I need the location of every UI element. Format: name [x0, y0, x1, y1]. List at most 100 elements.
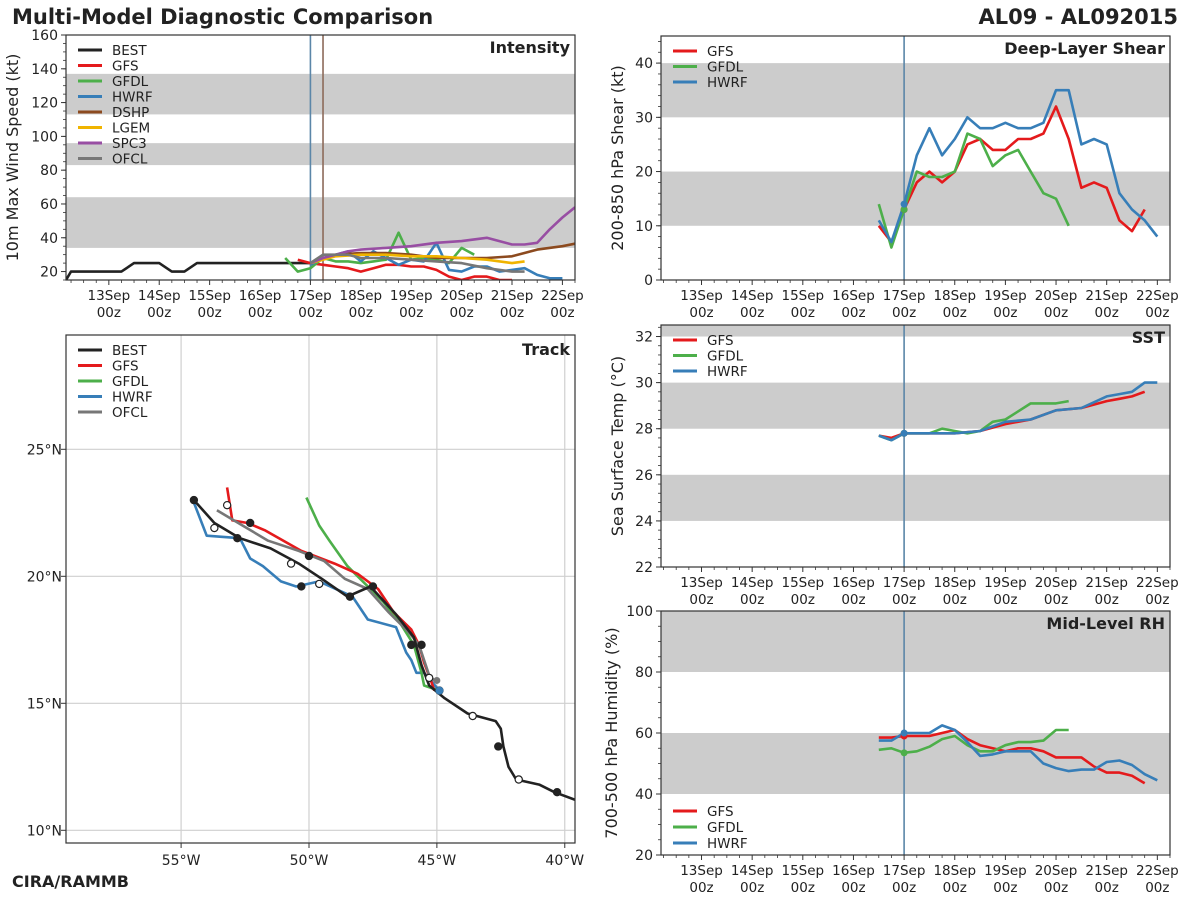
legend-label-hwrf: HWRF: [112, 390, 153, 406]
x-tick-label-day: 16Sep: [832, 575, 875, 591]
track-plot-area: [66, 335, 575, 843]
y-tick-label: 140: [31, 62, 58, 78]
x-tick-label-hour: 00z: [943, 880, 967, 896]
x-tick-label-day: 22Sep: [1136, 288, 1179, 304]
x-tick-label-hour: 00z: [1145, 305, 1169, 321]
best-track-point: [233, 534, 242, 543]
x-tick-label-hour: 00z: [841, 880, 865, 896]
x-tick-label-hour: 00z: [147, 305, 171, 321]
y-tick-label: 0: [644, 273, 653, 289]
x-tick-label-hour: 00z: [841, 592, 865, 608]
y-tick-label: 20°N: [27, 569, 62, 585]
best-track-point: [286, 559, 296, 568]
y-tick-label: 28: [635, 422, 653, 438]
intensity-panel: 2040608010012014016013Sep00z14Sep00z15Se…: [3, 28, 584, 321]
legend-label-lgem: LGEM: [112, 121, 150, 137]
x-tick-label-hour: 00z: [791, 305, 815, 321]
x-tick-label-day: 14Sep: [731, 575, 774, 591]
track-line-gfdl: [305, 497, 440, 692]
best-track-point: [468, 711, 477, 721]
x-tick-label-day: 18Sep: [933, 288, 976, 304]
y-tick-label: 22: [635, 560, 653, 576]
y-tick-label: 100: [31, 129, 58, 145]
best-track-point: [189, 495, 199, 505]
panel-title: Mid-Level RH: [1046, 614, 1165, 633]
legend-label-gfs: GFS: [707, 44, 734, 60]
x-tick-label-day: 15Sep: [781, 863, 824, 879]
series-group: [66, 206, 575, 280]
legend-label-hwrf: HWRF: [112, 90, 153, 106]
x-tick-label-day: 17Sep: [883, 575, 926, 591]
x-tick-label-day: 19Sep: [984, 288, 1027, 304]
panel-title: Intensity: [490, 38, 571, 57]
x-tick-label-hour: 00z: [943, 592, 967, 608]
y-tick-label: 100: [626, 604, 653, 620]
track-line-ofcl: [216, 509, 438, 684]
series-line-hwrf: [878, 381, 1158, 442]
y-tick-label: 26: [635, 468, 653, 484]
x-tick-label-day: 19Sep: [390, 288, 433, 304]
y-tick-label: 20: [635, 848, 653, 864]
x-tick-label-day: 22Sep: [1136, 575, 1179, 591]
y-tick-label: 160: [31, 28, 58, 44]
legend-label-best: BEST: [112, 43, 147, 59]
x-tick-label-day: 22Sep: [1136, 863, 1179, 879]
best-track-point: [407, 640, 416, 650]
best-track-point: [245, 518, 255, 528]
x-tick-label-hour: 00z: [1095, 305, 1119, 321]
x-tick-label-hour: 00z: [1044, 305, 1068, 321]
legend-label-gfdl: GFDL: [707, 820, 744, 836]
legend-label-gfs: GFS: [707, 333, 734, 349]
storm-id: AL09 - AL092015: [978, 5, 1179, 29]
y-tick-label: 24: [635, 514, 653, 530]
credit-label: CIRA/RAMMB: [12, 872, 129, 891]
x-tick-label-day: 13Sep: [680, 575, 723, 591]
shaded-band: [661, 733, 1170, 794]
x-tick-label-hour: 00z: [740, 592, 764, 608]
y-tick-label: 80: [40, 163, 58, 179]
x-tick-label-hour: 00z: [689, 592, 713, 608]
y-tick-label: 40: [635, 56, 653, 72]
track-line-best: [192, 499, 575, 802]
shaded-band: [661, 611, 1170, 672]
shaded-band: [661, 63, 1170, 118]
x-tick-label-day: 15Sep: [781, 575, 824, 591]
best-track-point: [514, 775, 523, 784]
sst-panel: 22242628303213Sep00z14Sep00z15Sep00z16Se…: [608, 324, 1179, 608]
series-line-hwrf: [878, 724, 1158, 782]
analysis-marker: [900, 729, 908, 737]
legend-label-spc3: SPC3: [112, 136, 147, 152]
best-track-point: [417, 640, 426, 650]
x-tick-label-day: 17Sep: [883, 288, 926, 304]
x-tick-label-day: 18Sep: [933, 575, 976, 591]
x-tick-label-day: 17Sep: [289, 288, 332, 304]
legend-label-hwrf: HWRF: [707, 75, 748, 91]
best-track-point: [552, 788, 562, 797]
y-axis-label: 200-850 hPa Shear (kt): [608, 65, 627, 251]
y-tick-label: 15°N: [27, 696, 62, 712]
x-tick-label-day: 14Sep: [138, 288, 181, 304]
y-tick-label: 10°N: [27, 823, 62, 839]
track-start-marker: [435, 686, 444, 695]
x-tick-label-day: 18Sep: [340, 288, 383, 304]
y-axis-label: Sea Surface Temp (°C): [608, 356, 627, 536]
series-group: [878, 724, 1158, 785]
series-line-gfs: [297, 258, 512, 280]
x-tick-label-day: 22Sep: [541, 288, 584, 304]
y-tick-label: 40: [635, 787, 653, 803]
panel-title: Deep-Layer Shear: [1004, 39, 1165, 58]
analysis-marker: [900, 206, 908, 214]
plot-frame: [65, 334, 576, 844]
best-track-point: [315, 579, 324, 589]
x-tick-label-day: 16Sep: [832, 863, 875, 879]
x-tick-label: 55°W: [162, 853, 201, 869]
best-track-point: [210, 523, 219, 533]
legend-label-gfdl: GFDL: [112, 374, 149, 390]
x-tick-label-day: 18Sep: [933, 863, 976, 879]
figure-title: Multi-Model Diagnostic Comparison: [12, 5, 434, 29]
x-tick-label-day: 21Sep: [1085, 863, 1128, 879]
x-tick-label-hour: 00z: [449, 305, 473, 321]
